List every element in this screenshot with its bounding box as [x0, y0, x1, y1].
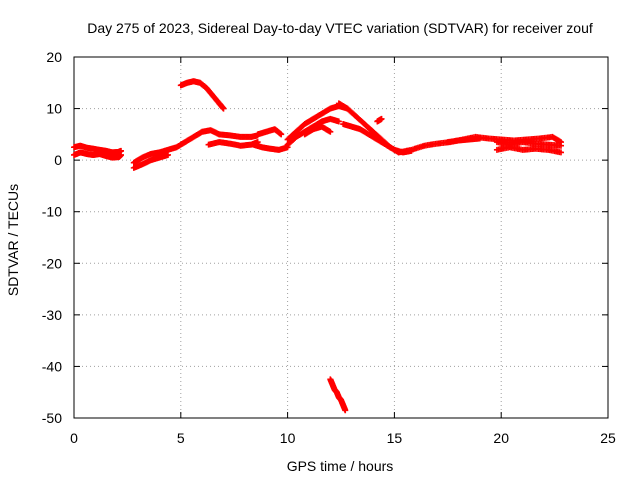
data-point-arc-11 [335, 118, 342, 125]
data-point-arc-8 [278, 131, 285, 138]
data-point-arc-20 [342, 407, 349, 414]
data-point-arc-17 [476, 135, 483, 142]
y-axis-label: SDTVAR / TECUs [5, 184, 21, 296]
data-points [71, 78, 565, 414]
y-tick-label: -10 [42, 204, 62, 220]
x-tick-label: 10 [280, 430, 296, 446]
x-axis-label: GPS time / hours [287, 458, 394, 474]
grid [74, 57, 608, 418]
data-point-arc-19 [558, 142, 565, 149]
data-point-arc-2 [117, 147, 124, 154]
axis-ticks: 0 5 10 15 20 25 -50 -40 -30 -20 -10 0 10 20 [42, 49, 616, 446]
y-tick-label: -30 [42, 307, 62, 323]
data-point-arc-5 [220, 105, 227, 112]
x-tick-label: 0 [70, 430, 78, 446]
x-tick-label: 5 [177, 430, 185, 446]
data-point-arc-18 [558, 149, 565, 156]
y-tick-label: -40 [42, 358, 62, 374]
chart-title: Day 275 of 2023, Sidereal Day-to-day VTE… [87, 20, 593, 36]
x-tick-label: 20 [493, 430, 509, 446]
data-point-arc-12 [327, 128, 334, 135]
data-point-arc-15 [378, 115, 385, 122]
plot-frame [73, 56, 609, 419]
y-tick-label: 20 [46, 49, 62, 65]
y-tick-label: -50 [42, 410, 62, 426]
y-tick-label: 10 [46, 101, 62, 117]
y-tick-label: -20 [42, 255, 62, 271]
x-tick-label: 25 [600, 430, 616, 446]
data-point-arc-4 [164, 151, 171, 158]
y-tick-label: 0 [54, 152, 62, 168]
x-tick-label: 15 [387, 430, 403, 446]
